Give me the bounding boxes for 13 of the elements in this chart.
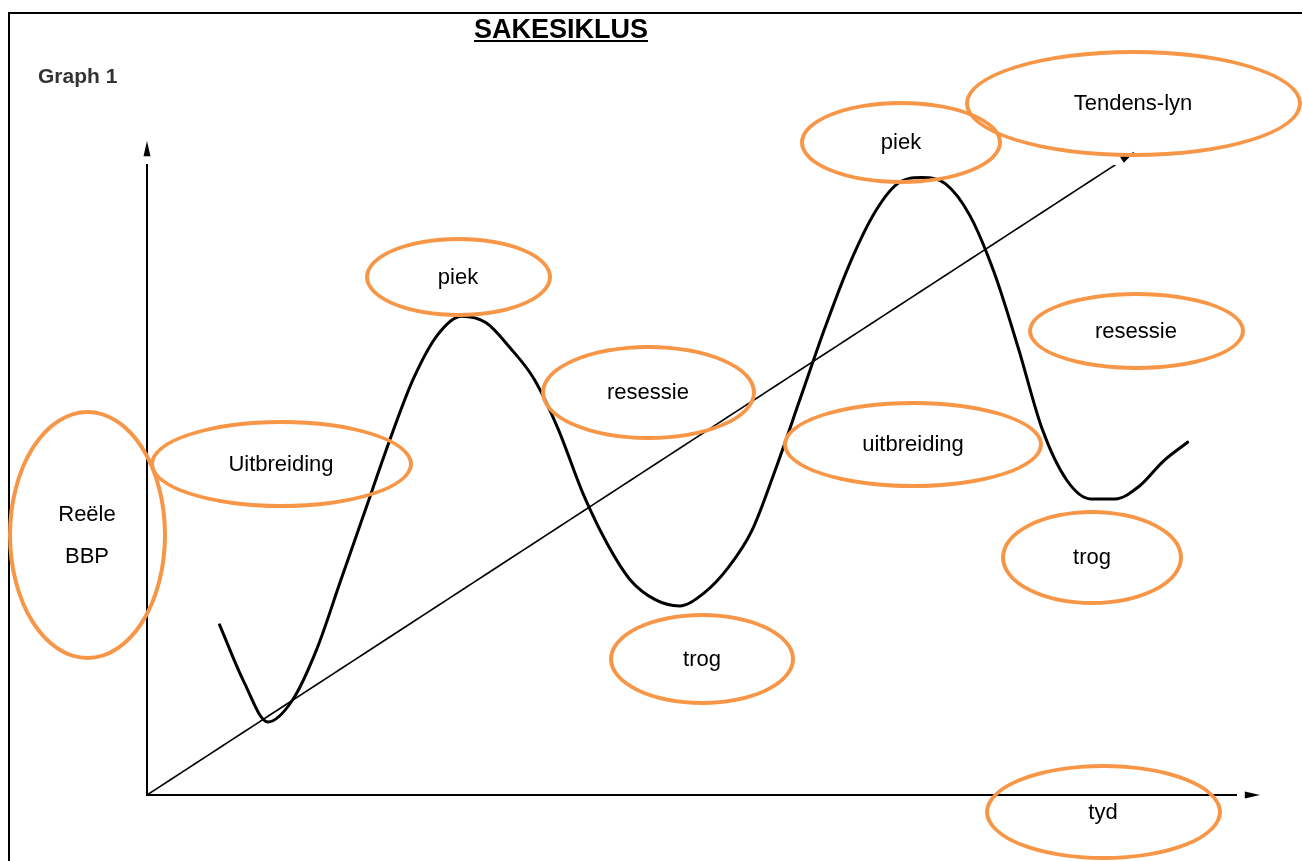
text: piek: [800, 100, 1002, 184]
annotation: resessie: [1027, 292, 1245, 370]
x-axis-title: tyd: [984, 764, 1222, 860]
annotation: uitbreiding: [783, 400, 1043, 488]
text: Tendens-lyn: [964, 49, 1302, 157]
annotation: Uitbreiding: [149, 420, 413, 508]
y-axis-title: Reële BBP: [7, 410, 167, 660]
chart-title: SAKESIKLUS: [473, 14, 649, 45]
annotation: resessie: [540, 344, 756, 440]
annotation: trog: [609, 613, 795, 705]
annotation: piek: [364, 237, 552, 317]
annotation: trog: [1001, 509, 1183, 605]
caption: Graph 1: [38, 64, 118, 88]
